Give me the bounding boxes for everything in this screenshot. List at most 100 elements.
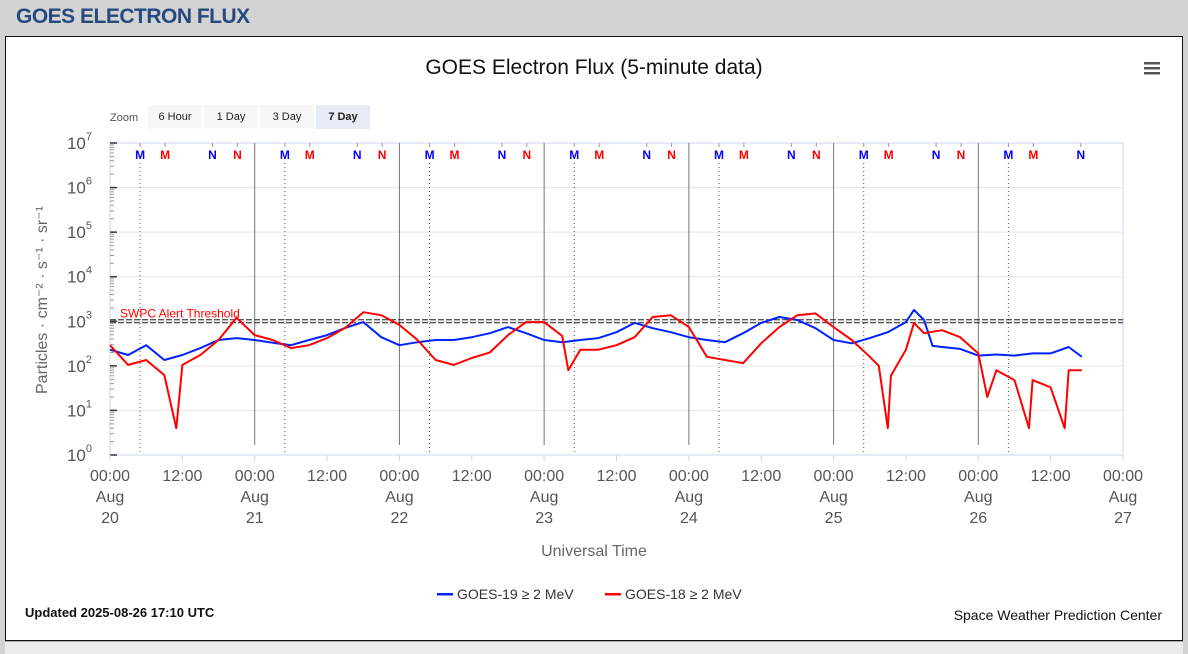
x-axis-title: Universal Time bbox=[541, 543, 647, 560]
x-tick-label: 00:00 bbox=[524, 468, 564, 485]
legend-label: GOES-18 ≥ 2 MeV bbox=[625, 586, 742, 602]
zoom-button-6-hour[interactable]: 6 Hour bbox=[148, 105, 202, 129]
hamburger-menu-icon[interactable] bbox=[1140, 58, 1164, 80]
x-tick-label: 12:00 bbox=[886, 468, 926, 485]
x-tick-label: 12:00 bbox=[1031, 468, 1071, 485]
x-tick-label: 23 bbox=[535, 510, 553, 527]
zoom-button-label: 1 Day bbox=[217, 111, 246, 123]
plot-area bbox=[109, 142, 1124, 456]
zoom-button-bg bbox=[316, 105, 370, 129]
x-tick-label: 12:00 bbox=[741, 468, 781, 485]
y-tick-exponent: 3 bbox=[86, 309, 92, 321]
series-line-goes-18 bbox=[109, 311, 1082, 430]
y-tick-exponent: 0 bbox=[86, 443, 92, 455]
x-tick-label: 00:00 bbox=[235, 468, 275, 485]
zoom-button-label: 6 Hour bbox=[158, 111, 191, 123]
marker-n: N bbox=[642, 148, 651, 162]
x-tick-label: 00:00 bbox=[1103, 468, 1143, 485]
x-tick-label: Aug bbox=[964, 489, 992, 506]
marker-n: N bbox=[957, 148, 966, 162]
marker-m: M bbox=[714, 148, 724, 162]
x-tick-label: 20 bbox=[101, 510, 119, 527]
marker-m: M bbox=[739, 148, 749, 162]
marker-m: M bbox=[425, 148, 435, 162]
y-tick-label: 102 bbox=[67, 354, 92, 376]
y-tick-label: 106 bbox=[67, 176, 92, 198]
x-tick-label: 21 bbox=[246, 510, 264, 527]
marker-n: N bbox=[498, 148, 507, 162]
x-tick-label: Aug bbox=[96, 489, 124, 506]
zoom-button-1-day[interactable]: 1 Day bbox=[204, 105, 258, 129]
credit-text: Space Weather Prediction Center bbox=[954, 607, 1163, 623]
x-tick-label: 00:00 bbox=[814, 468, 854, 485]
marker-n: N bbox=[233, 148, 242, 162]
zoom-label: Zoom bbox=[110, 112, 138, 124]
marker-m: M bbox=[280, 148, 290, 162]
marker-n: N bbox=[353, 148, 362, 162]
marker-n: N bbox=[667, 148, 676, 162]
x-tick-label: 27 bbox=[1114, 510, 1132, 527]
x-tick-label: 00:00 bbox=[90, 468, 130, 485]
x-tick-label: Aug bbox=[675, 489, 703, 506]
legend-item-goes-19[interactable]: GOES-19 ≥ 2 MeV bbox=[437, 586, 574, 602]
y-tick-label: 107 bbox=[67, 131, 92, 153]
y-tick-exponent: 7 bbox=[86, 131, 92, 143]
y-tick-exponent: 4 bbox=[86, 265, 92, 277]
x-tick-label: Aug bbox=[530, 489, 558, 506]
marker-m: M bbox=[1003, 148, 1013, 162]
marker-m: M bbox=[305, 148, 315, 162]
marker-n: N bbox=[932, 148, 941, 162]
y-tick-label: 101 bbox=[67, 398, 92, 420]
x-tick-label: 00:00 bbox=[669, 468, 709, 485]
y-tick-exponent: 6 bbox=[86, 176, 92, 188]
y-tick-exponent: 2 bbox=[86, 354, 92, 366]
x-tick-label: 25 bbox=[825, 510, 843, 527]
legend-swatch bbox=[605, 593, 621, 596]
marker-m: M bbox=[135, 148, 145, 162]
marker-m: M bbox=[569, 148, 579, 162]
marker-n: N bbox=[787, 148, 796, 162]
y-tick-label: 105 bbox=[67, 220, 92, 242]
x-tick-label: 24 bbox=[680, 510, 698, 527]
y-tick-label: 104 bbox=[67, 265, 92, 287]
marker-n: N bbox=[1076, 148, 1085, 162]
legend-label: GOES-19 ≥ 2 MeV bbox=[457, 586, 574, 602]
marker-n: N bbox=[523, 148, 532, 162]
x-tick-label: Aug bbox=[385, 489, 413, 506]
y-tick-exponent: 5 bbox=[86, 220, 92, 232]
x-tick-label: Aug bbox=[1109, 489, 1137, 506]
marker-n: N bbox=[812, 148, 821, 162]
chart-title: GOES Electron Flux (5-minute data) bbox=[425, 56, 762, 79]
zoom-button-bg bbox=[204, 105, 258, 129]
y-tick-label: 100 bbox=[67, 443, 92, 465]
y-axis-title: Particles · cm⁻² · s⁻¹ · sr⁻¹ bbox=[34, 206, 51, 394]
marker-n: N bbox=[378, 148, 387, 162]
x-tick-label: Aug bbox=[819, 489, 847, 506]
x-tick-label: 12:00 bbox=[162, 468, 202, 485]
legend-swatch bbox=[437, 593, 453, 596]
marker-m: M bbox=[859, 148, 869, 162]
zoom-button-label: 3 Day bbox=[273, 111, 302, 123]
legend-item-goes-18[interactable]: GOES-18 ≥ 2 MeV bbox=[605, 586, 742, 602]
marker-m: M bbox=[450, 148, 460, 162]
x-tick-label: 26 bbox=[969, 510, 987, 527]
zoom-button-3-day[interactable]: 3 Day bbox=[260, 105, 314, 129]
marker-m: M bbox=[594, 148, 604, 162]
updated-timestamp: Updated 2025-08-26 17:10 UTC bbox=[25, 605, 215, 620]
alert-threshold-label: SWPC Alert Threshold bbox=[120, 306, 240, 320]
x-tick-label: 12:00 bbox=[596, 468, 636, 485]
x-tick-label: 22 bbox=[391, 510, 409, 527]
marker-m: M bbox=[884, 148, 894, 162]
zoom-button-label: 7 Day bbox=[328, 111, 358, 123]
zoom-button-7-day[interactable]: 7 Day bbox=[316, 105, 370, 129]
y-tick-exponent: 1 bbox=[86, 398, 92, 410]
x-tick-label: 00:00 bbox=[958, 468, 998, 485]
marker-m: M bbox=[1028, 148, 1038, 162]
page-title: GOES ELECTRON FLUX bbox=[16, 5, 250, 28]
zoom-button-bg bbox=[148, 105, 202, 129]
y-tick-label: 103 bbox=[67, 309, 92, 331]
zoom-button-bg bbox=[260, 105, 314, 129]
marker-n: N bbox=[208, 148, 217, 162]
marker-m: M bbox=[160, 148, 170, 162]
